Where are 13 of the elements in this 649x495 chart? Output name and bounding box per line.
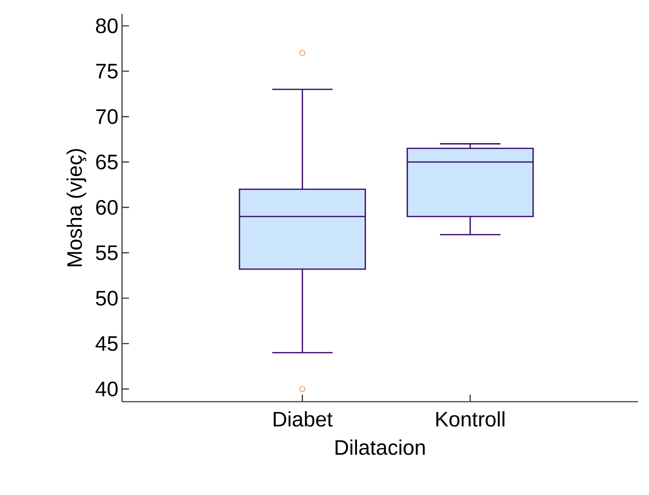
y-tick-label: 75 [96, 64, 118, 79]
x-tick-label: Diabet [274, 411, 333, 427]
y-tick-label: 50 [96, 290, 118, 306]
y-tick-label: 45 [96, 336, 118, 351]
y-tick-label: 65 [96, 154, 118, 170]
x-axis-title: Dilatacion [336, 440, 425, 455]
y-tick-label: 40 [96, 382, 118, 396]
y-tick-label: 60 [96, 200, 118, 215]
x-tick-label: Kontroll [436, 411, 504, 427]
y-tick-label: 55 [96, 245, 118, 260]
y-tick-label: 80 [96, 18, 118, 34]
y-tick-label: 70 [96, 109, 118, 124]
y-axis-title: Mosha (vjeç) [66, 149, 86, 266]
